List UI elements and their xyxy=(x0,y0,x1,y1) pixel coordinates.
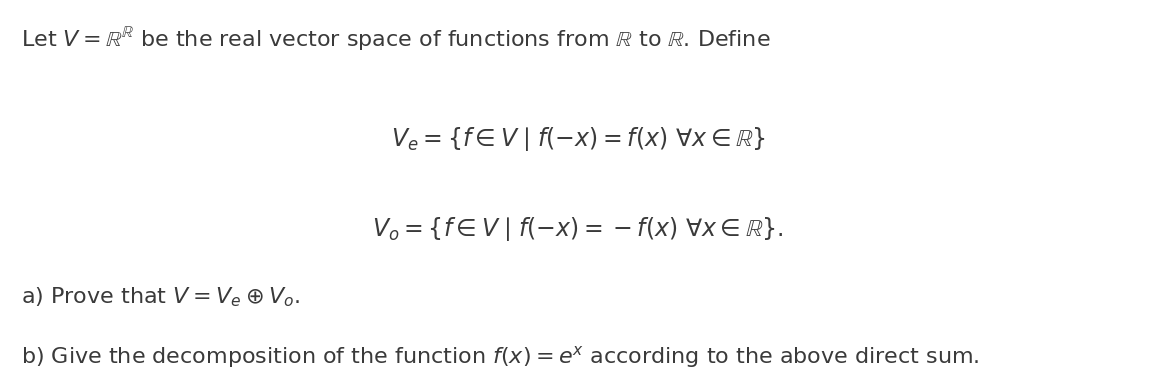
Text: a) Prove that $V = V_e \oplus V_o$.: a) Prove that $V = V_e \oplus V_o$. xyxy=(21,285,299,309)
Text: b) Give the decomposition of the function $f(x) = e^x$ according to the above di: b) Give the decomposition of the functio… xyxy=(21,344,979,368)
Text: Let $V = \mathbb{R}^{\mathbb{R}}$ be the real vector space of functions from $\m: Let $V = \mathbb{R}^{\mathbb{R}}$ be the… xyxy=(21,26,770,54)
Text: $V_o = \{f \in V \mid f(-x) = -f(x)\ \forall x \in \mathbb{R}\}.$: $V_o = \{f \in V \mid f(-x) = -f(x)\ \fo… xyxy=(372,215,784,243)
Text: $V_e = \{f \in V \mid f(-x) = f(x)\ \forall x \in \mathbb{R}\}$: $V_e = \{f \in V \mid f(-x) = f(x)\ \for… xyxy=(391,125,765,153)
